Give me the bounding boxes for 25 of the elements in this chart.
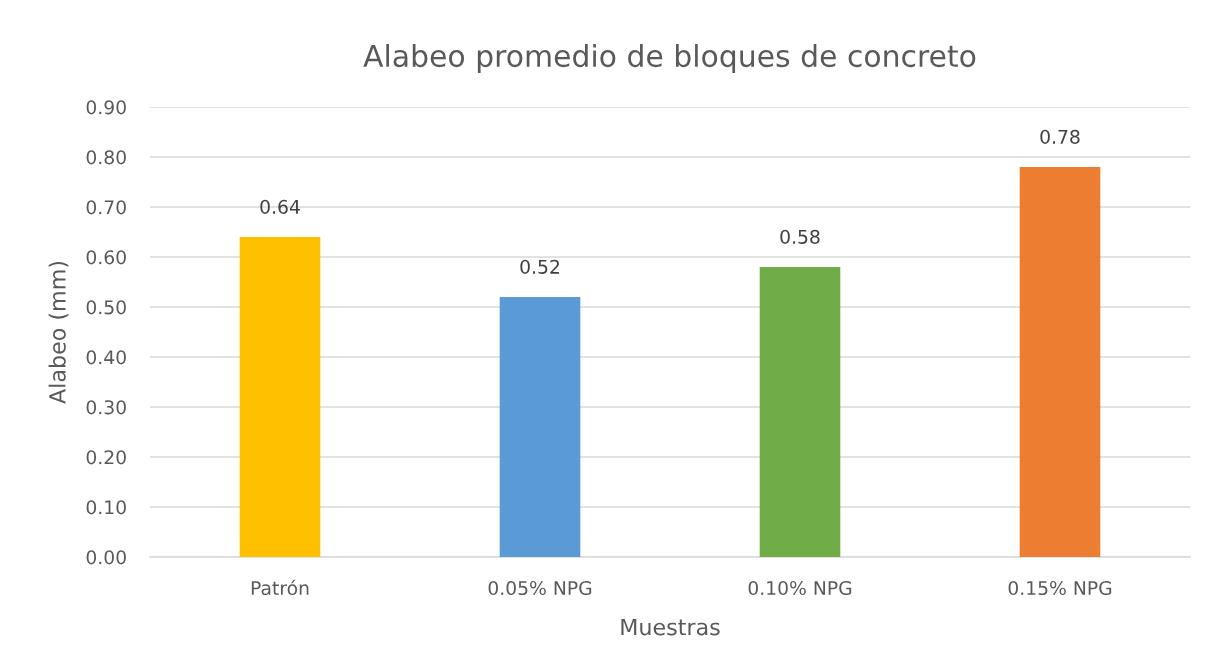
y-tick-label: 0.50	[86, 300, 126, 315]
y-tick-label: 0.80	[86, 150, 126, 165]
x-axis-title: Muestras	[621, 618, 720, 636]
y-tick-label: 0.10	[86, 500, 126, 515]
y-tick-label: 0.20	[86, 450, 126, 465]
x-tick-label: 0.05% NPG	[488, 580, 592, 596]
bar	[1019, 167, 1101, 557]
x-tick-label: Patrón	[251, 579, 309, 596]
x-tick-label: 0.10% NPG	[748, 580, 852, 596]
x-tick-label: 0.15% NPG	[1008, 580, 1112, 596]
chart-title: Alabeo promedio de bloques de concreto	[363, 44, 976, 73]
data-label: 0.52	[520, 259, 559, 274]
y-tick-label: 0.60	[86, 250, 126, 265]
bar	[239, 237, 321, 557]
data-label: 0.58	[780, 229, 820, 244]
y-tick-label: 0.00	[86, 550, 126, 565]
y-tick-label: 0.70	[86, 200, 126, 215]
y-axis-title: Alabeo (mm)	[48, 261, 69, 404]
y-tick-label: 0.30	[86, 400, 126, 415]
y-tick-label: 0.90	[86, 100, 126, 115]
bar	[499, 297, 581, 557]
bar	[759, 267, 841, 557]
y-tick-label: 0.40	[86, 350, 126, 365]
data-label: 0.78	[1040, 129, 1080, 144]
data-label: 0.64	[260, 199, 300, 214]
